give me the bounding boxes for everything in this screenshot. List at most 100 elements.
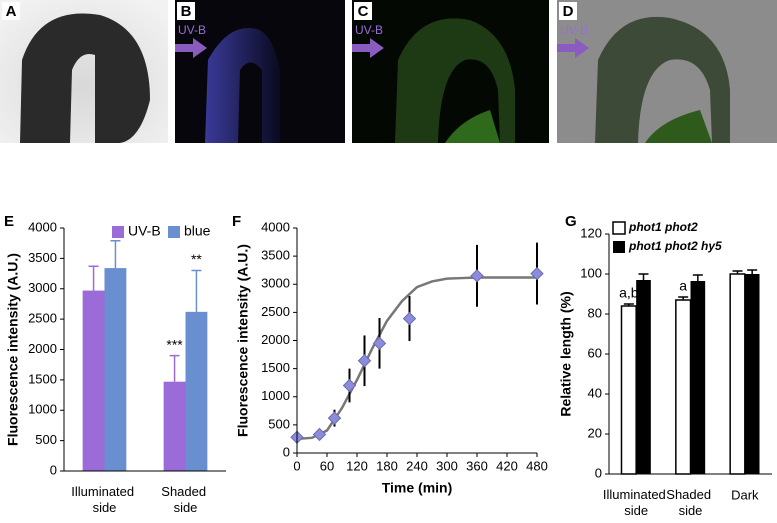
error-bar: [747, 269, 758, 274]
x-tick-label: Shaded side: [161, 484, 209, 515]
legend-label: blue: [184, 223, 211, 239]
data-label: a,b: [619, 285, 639, 301]
legend-label: phot1 phot2: [628, 220, 698, 234]
x-tick-label: 120: [346, 458, 368, 473]
arrow-label: UV-B: [178, 23, 206, 37]
panel-label: A: [6, 3, 17, 20]
panel-label: B: [181, 3, 192, 20]
y-tick-label: 2000: [261, 332, 290, 347]
bar: [744, 274, 760, 474]
y-tick-label: 1000: [261, 388, 290, 403]
y-axis-label: Relative length (%): [558, 291, 574, 416]
arrow-label: UV-B: [560, 23, 588, 37]
y-tick-label: 500: [35, 432, 57, 447]
axes: [63, 228, 226, 472]
x-tick-label: 0: [293, 458, 300, 473]
y-tick-label: 20: [588, 425, 602, 440]
point: [312, 427, 327, 442]
x-tick-label: 300: [436, 458, 458, 473]
bar: [185, 311, 208, 471]
y-tick-label: 120: [580, 225, 602, 240]
x-tick-label: Illuminated side: [603, 487, 669, 518]
label-box: [2, 2, 20, 20]
legend-label: UV-B: [128, 223, 161, 239]
label-box: [559, 2, 577, 20]
specimen: [445, 110, 500, 143]
x-axis-label: Time (min): [382, 480, 453, 496]
y-tick-label: 1500: [261, 360, 290, 375]
point: [357, 354, 372, 368]
bar: [675, 299, 692, 475]
y-tick-label: 4000: [261, 219, 290, 234]
legend-swatch: [112, 226, 124, 238]
specimen: [595, 16, 730, 143]
chart: G 0 20 40 60 80 100 120 Relative length (%) a,b a p…: [558, 213, 772, 480]
panel-label: G: [565, 213, 577, 230]
legend-label: phot1 phot2 hy5: [628, 239, 722, 253]
y-tick-label: 40: [588, 385, 602, 400]
error-bar: [638, 273, 649, 280]
bar: [82, 290, 105, 471]
point: [402, 311, 417, 326]
y-tick-label: 3000: [261, 276, 290, 291]
specimen: [395, 18, 515, 143]
x-tick-label: Dark: [731, 487, 759, 502]
image-b: [175, 0, 345, 143]
error-bar: [678, 296, 689, 300]
panel-label: D: [563, 3, 574, 20]
image-panels: [0, 0, 777, 144]
y-tick-label: 2000: [28, 341, 57, 356]
error-bar: [692, 274, 703, 281]
y-tick-label: 80: [588, 305, 602, 320]
uvb-arrow: [175, 38, 207, 58]
uvb-arrow: [352, 38, 384, 58]
panel-label: E: [4, 213, 14, 230]
legend-swatch: [612, 221, 626, 235]
point: [530, 266, 544, 281]
bar: [163, 381, 186, 471]
x-tick-label: 420: [496, 458, 518, 473]
y-tick-label: 4000: [28, 219, 57, 234]
bar: [104, 268, 127, 471]
y-tick-label: 60: [588, 345, 602, 360]
x-tick-label: 480: [526, 458, 548, 473]
arrow-label: UV-B: [355, 23, 383, 37]
specimen: [20, 13, 150, 144]
y-tick-label: 3500: [261, 248, 290, 263]
y-tick-label: 2500: [28, 311, 57, 326]
error-bar: [88, 265, 99, 291]
x-tick-label: 180: [376, 458, 398, 473]
y-tick-label: 500: [268, 416, 290, 431]
bar: [690, 281, 706, 474]
point: [470, 269, 484, 283]
y-tick-label: 0: [283, 444, 290, 459]
x-tick-label: Illuminated side: [71, 484, 137, 515]
y-tick-label: 0: [595, 465, 602, 480]
x-tick-label: Shaded side: [666, 487, 714, 518]
data-label: ***: [166, 336, 183, 352]
data-label: **: [191, 251, 202, 267]
panel-label: F: [232, 213, 241, 230]
uvb-arrow: [557, 38, 589, 58]
specimen: [205, 28, 280, 143]
bar: [620, 305, 637, 475]
y-tick-label: 1500: [28, 371, 57, 386]
y-tick-label: 3000: [28, 280, 57, 295]
error-bar: [623, 303, 634, 306]
specimen: [645, 110, 712, 143]
y-tick-label: 100: [580, 265, 602, 280]
y-tick-label: 0: [50, 462, 57, 477]
label-box: [354, 2, 372, 20]
point: [372, 336, 387, 351]
bar: [636, 280, 651, 474]
bar: [729, 273, 746, 475]
chart: F05001000150020002500300035004000Fluores…: [232, 213, 548, 496]
x-tick-label: 240: [406, 458, 428, 473]
panel-label: C: [358, 3, 369, 20]
data-label: a: [679, 278, 687, 294]
point: [327, 411, 342, 425]
x-tick-label: 60: [320, 458, 334, 473]
label-box: [177, 2, 195, 20]
chart: E 0 500 1000 1500 2000 2500 3000 3500 4000 Fluores…: [4, 213, 226, 477]
